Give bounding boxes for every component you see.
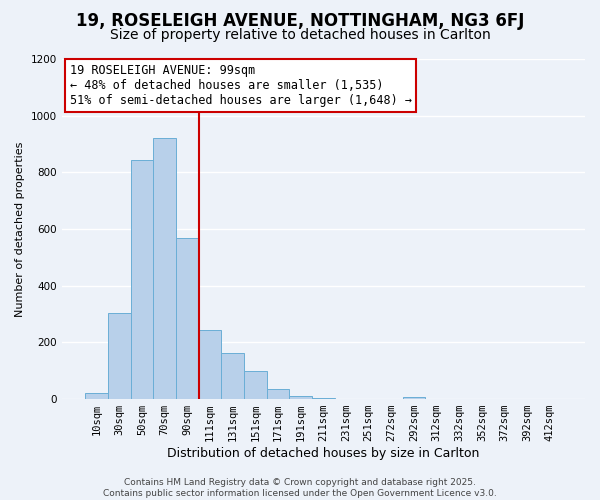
Text: 19, ROSELEIGH AVENUE, NOTTINGHAM, NG3 6FJ: 19, ROSELEIGH AVENUE, NOTTINGHAM, NG3 6F…	[76, 12, 524, 30]
Bar	[403, 397, 425, 399]
Bar	[312, 398, 335, 399]
Bar	[266, 389, 289, 399]
Text: Contains HM Land Registry data © Crown copyright and database right 2025.
Contai: Contains HM Land Registry data © Crown c…	[103, 478, 497, 498]
X-axis label: Distribution of detached houses by size in Carlton: Distribution of detached houses by size …	[167, 447, 479, 460]
Bar	[108, 312, 131, 399]
Bar	[176, 238, 199, 399]
Text: 19 ROSELEIGH AVENUE: 99sqm
← 48% of detached houses are smaller (1,535)
51% of s: 19 ROSELEIGH AVENUE: 99sqm ← 48% of deta…	[70, 64, 412, 107]
Bar	[131, 160, 154, 399]
Bar	[154, 138, 176, 399]
Bar	[221, 353, 244, 399]
Bar	[85, 394, 108, 399]
Bar	[358, 398, 380, 399]
Y-axis label: Number of detached properties: Number of detached properties	[15, 142, 25, 316]
Text: Size of property relative to detached houses in Carlton: Size of property relative to detached ho…	[110, 28, 490, 42]
Bar	[199, 330, 221, 399]
Bar	[289, 396, 312, 399]
Bar	[244, 370, 266, 399]
